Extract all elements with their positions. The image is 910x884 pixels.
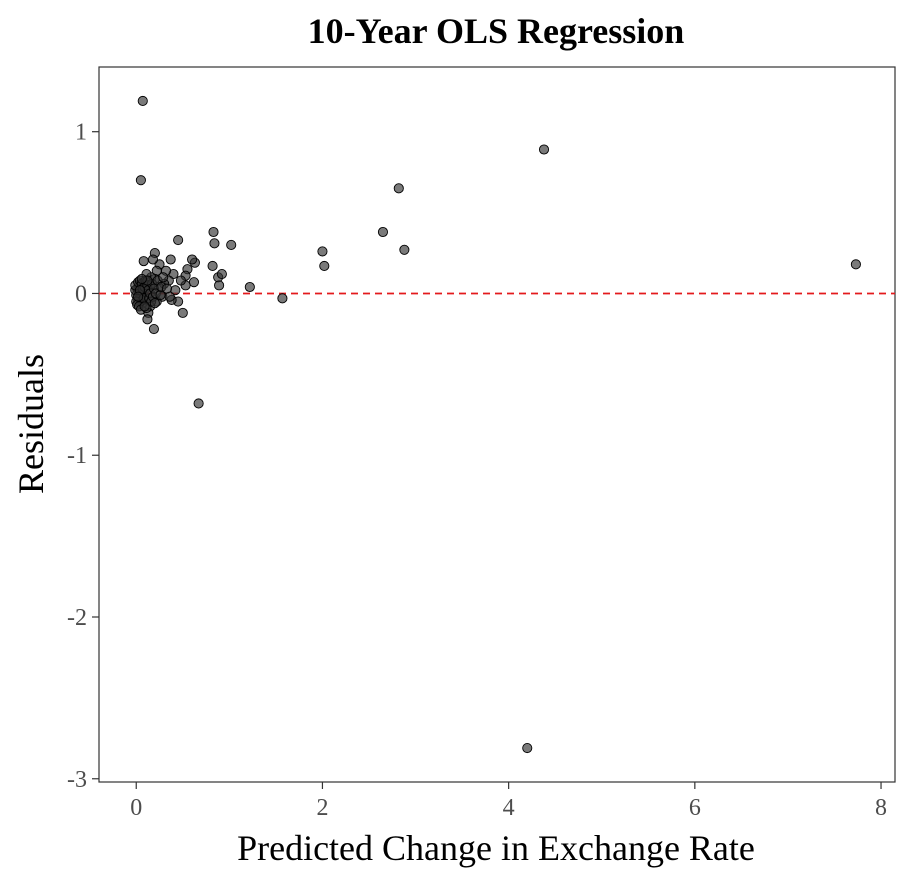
data-point (135, 175, 146, 186)
x-axis-title: Predicted Change in Exchange Rate (237, 828, 755, 868)
data-point (136, 273, 147, 284)
data-point (177, 307, 188, 318)
data-point (158, 272, 169, 283)
data-point (277, 293, 288, 304)
data-point (216, 269, 227, 280)
data-point (209, 238, 220, 249)
data-point (226, 239, 237, 250)
data-point (317, 246, 328, 257)
data-point (208, 226, 219, 238)
data-point (139, 301, 150, 312)
x-tick-label: 6 (689, 795, 701, 821)
data-point (377, 226, 389, 238)
data-point (399, 244, 410, 255)
data-point (137, 95, 148, 107)
data-point (193, 398, 204, 409)
data-point (187, 254, 198, 265)
data-point (147, 254, 159, 265)
data-point (207, 260, 218, 272)
x-axis: 0 2 4 6 8 (130, 782, 887, 821)
data-point (133, 291, 144, 302)
data-point (244, 281, 255, 293)
data-point (149, 298, 160, 309)
data-point (138, 256, 149, 267)
y-tick-label: -1 (67, 443, 87, 469)
data-point (165, 254, 176, 265)
y-axis-title: Residuals (11, 354, 51, 494)
y-axis: 1 0 -1 -2 -3 (67, 120, 99, 793)
chart-title: 10-Year OLS Regression (308, 11, 685, 51)
data-point (214, 280, 225, 291)
x-tick-label: 2 (316, 795, 328, 821)
data-point (148, 324, 159, 335)
x-tick-label: 8 (875, 795, 887, 821)
data-point (522, 742, 533, 754)
data-point (393, 183, 404, 194)
data-point (188, 277, 200, 288)
data-points (130, 95, 861, 754)
data-point (164, 291, 175, 302)
y-tick-label: -3 (67, 767, 87, 793)
plot-panel (98, 66, 896, 783)
data-point (173, 235, 184, 246)
data-point (538, 144, 550, 155)
x-tick-label: 0 (130, 795, 142, 821)
data-point (142, 314, 153, 325)
y-tick-label: 0 (75, 281, 87, 307)
x-tick-label: 4 (503, 795, 515, 821)
y-tick-label: 1 (75, 120, 87, 146)
data-point (319, 260, 330, 272)
data-point (850, 259, 861, 270)
y-tick-label: -2 (67, 605, 87, 631)
data-point (175, 275, 186, 286)
